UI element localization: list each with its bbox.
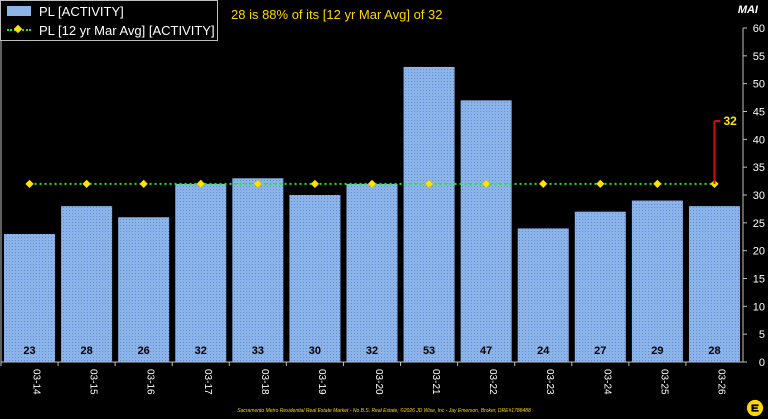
y-tick-label: 15 (753, 274, 765, 286)
y-tick-label: 50 (753, 79, 765, 91)
y-tick-label: 20 (753, 246, 765, 258)
x-tick-label: 03-23 (544, 369, 555, 395)
legend-label-average: PL [12 yr Mar Avg] [ACTIVITY] (39, 22, 215, 38)
y-tick-label: 40 (753, 134, 765, 146)
chart-legend: PL [ACTIVITY] PL [12 yr Mar Avg] [ACTIVI… (0, 0, 218, 41)
bar-03-19 (289, 195, 341, 362)
bar-03-22 (460, 100, 512, 362)
summary-text: 28 is 88% of its [12 yr Mar Avg] of 32 (231, 7, 443, 22)
bar-value-label: 23 (23, 345, 35, 357)
legend-item-average: PL [12 yr Mar Avg] [ACTIVITY] (7, 21, 215, 39)
avg-marker (310, 179, 320, 189)
legend-line-swatch (7, 25, 31, 35)
x-tick-label: 03-17 (202, 369, 213, 395)
x-tick-label: 03-14 (31, 369, 42, 395)
legend-bar-swatch (7, 6, 31, 16)
bar-03-17 (175, 183, 227, 362)
footer-credit: Sacramento Metro Residential Real Estate… (237, 408, 531, 414)
avg-marker (367, 179, 377, 189)
legend-label-activity: PL [ACTIVITY] (39, 3, 124, 19)
y-tick-label: 45 (753, 107, 765, 119)
x-tick-label: 03-20 (373, 369, 384, 395)
y-tick-label: 60 (753, 23, 765, 35)
x-tick-label: 03-18 (259, 369, 270, 395)
bar-03-18 (232, 178, 284, 362)
bar-03-26 (688, 206, 740, 362)
bar-03-16 (118, 217, 170, 362)
x-tick-label: 03-21 (430, 369, 441, 395)
x-tick-label: 03-26 (715, 369, 726, 395)
avg-marker (25, 179, 34, 189)
x-tick-label: 03-22 (487, 369, 498, 395)
bar-value-label: 27 (594, 345, 606, 357)
bar-03-21 (403, 66, 455, 362)
x-tick-label: 03-19 (316, 369, 327, 395)
bar-03-24 (574, 211, 626, 362)
avg-marker (595, 179, 605, 189)
bar-value-label: 30 (309, 345, 321, 357)
avg-marker (253, 179, 263, 189)
legend-item-activity: PL [ACTIVITY] (7, 2, 124, 20)
y-tick-label: 35 (753, 162, 765, 174)
bar-value-label: 33 (252, 345, 264, 357)
callout-label: 32 (723, 114, 737, 128)
y-tick-label: 10 (753, 301, 765, 313)
x-tick-label: 03-24 (601, 369, 612, 395)
bar-03-25 (631, 200, 683, 362)
avg-marker (424, 179, 434, 189)
y-axis-unit-label: MAI (737, 4, 758, 16)
y-tick-label: 25 (753, 218, 765, 230)
avg-marker (82, 179, 91, 189)
y-tick-label: 55 (753, 51, 765, 63)
avg-marker (139, 179, 149, 189)
bar-03-15 (61, 206, 113, 362)
bar-value-label: 28 (80, 345, 92, 357)
bar-03-23 (517, 228, 569, 362)
y-tick-label: 0 (759, 357, 765, 369)
brand-logo-icon (746, 399, 764, 417)
x-tick-label: 03-25 (658, 369, 669, 395)
bar-03-20 (346, 183, 398, 362)
avg-marker (481, 179, 491, 189)
bar-value-label: 29 (651, 345, 663, 357)
bar-value-label: 53 (423, 345, 435, 357)
bar-value-label: 28 (708, 345, 720, 357)
y-tick-label: 30 (753, 190, 765, 202)
bar-value-label: 32 (195, 345, 207, 357)
avg-marker (196, 179, 206, 189)
avg-marker (653, 179, 662, 189)
x-tick-label: 03-16 (145, 369, 156, 395)
avg-marker (538, 179, 548, 189)
bar-value-label: 26 (138, 345, 150, 357)
y-tick-label: 5 (759, 329, 765, 341)
x-tick-label: 03-15 (88, 369, 99, 395)
bar-value-label: 24 (537, 345, 550, 357)
bar-03-14 (4, 233, 56, 362)
bar-value-label: 47 (480, 345, 492, 357)
bar-value-label: 32 (366, 345, 378, 357)
